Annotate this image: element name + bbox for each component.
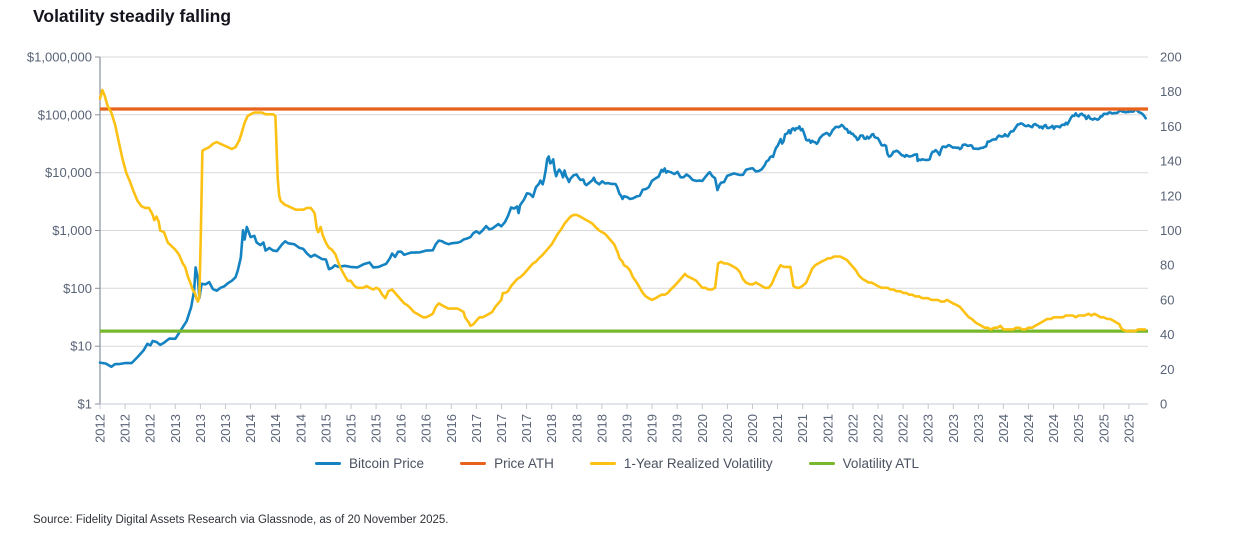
y-left-tick-label: $1 [78, 397, 92, 412]
legend-label-volatility-atl: Volatility ATL [842, 456, 919, 471]
x-tick-label: 2017 [469, 414, 484, 443]
x-tick-label: 2025 [1096, 414, 1111, 443]
legend-item-price-ath: Price ATH [460, 456, 554, 471]
x-tick-label: 2023 [946, 414, 961, 443]
y-left-tick-label: $10 [70, 339, 92, 354]
x-tick-label: 2015 [344, 414, 359, 443]
x-tick-label: 2012 [93, 414, 108, 443]
y-right-tick-label: 120 [1160, 188, 1182, 203]
y-left-tick-label: $1,000 [52, 223, 92, 238]
legend-swatch-price-ath [460, 461, 487, 466]
legend-swatch-1-year-realized-volatility [589, 461, 616, 466]
x-tick-label: 2018 [544, 414, 559, 443]
x-tick-label: 2020 [695, 414, 710, 443]
legend-label-bitcoin-price: Bitcoin Price [349, 456, 425, 471]
series-1-year-realized-volatility [98, 88, 1147, 333]
x-tick-label: 2024 [1046, 414, 1061, 443]
x-tick-label: 2016 [419, 414, 434, 443]
chart-legend: Bitcoin Price Price ATH 1-Year Realized Vo… [0, 456, 1234, 471]
y-right-tick-label: 0 [1160, 397, 1167, 412]
x-tick-label: 2017 [519, 414, 534, 443]
x-tick-label: 2018 [569, 414, 584, 443]
y-left-tick-label: $100,000 [38, 107, 92, 122]
source-note: Source: Fidelity Digital Assets Research… [33, 514, 449, 526]
x-tick-label: 2019 [645, 414, 660, 443]
legend-swatch-volatility-atl [808, 461, 835, 466]
x-tick-label: 2019 [670, 414, 685, 443]
x-tick-label: 2013 [193, 414, 208, 443]
chart-title: Volatility steadily falling [33, 6, 232, 26]
x-tick-label: 2014 [268, 414, 283, 443]
x-tick-label: 2016 [394, 414, 409, 443]
x-tick-label: 2017 [494, 414, 509, 443]
x-tick-label: 2024 [996, 414, 1011, 443]
x-tick-label: 2020 [745, 414, 760, 443]
x-tick-label: 2014 [243, 414, 258, 443]
series-bitcoin-price [98, 108, 1147, 369]
legend-item-1-year-realized-volatility: 1-Year Realized Volatility [589, 456, 773, 471]
y-right-tick-label: 20 [1160, 362, 1174, 377]
y-right-tick-label: 140 [1160, 154, 1182, 169]
x-tick-label: 2013 [218, 414, 233, 443]
x-tick-label: 2022 [896, 414, 911, 443]
x-tick-label: 2012 [143, 414, 158, 443]
x-tick-label: 2015 [369, 414, 384, 443]
x-tick-label: 2022 [845, 414, 860, 443]
x-tick-label: 2019 [620, 414, 635, 443]
x-tick-label: 2025 [1121, 414, 1136, 443]
x-tick-label: 2021 [795, 414, 810, 443]
x-tick-label: 2015 [318, 414, 333, 443]
x-tick-label: 2023 [921, 414, 936, 443]
y-left-tick-label: $10,000 [45, 165, 92, 180]
x-tick-label: 2016 [444, 414, 459, 443]
x-tick-label: 2022 [871, 414, 886, 443]
x-tick-label: 2018 [594, 414, 609, 443]
y-right-tick-label: 80 [1160, 258, 1174, 273]
x-tick-label: 2021 [820, 414, 835, 443]
y-right-tick-label: 160 [1160, 119, 1182, 134]
legend-label-price-ath: Price ATH [494, 456, 554, 471]
x-tick-label: 2021 [770, 414, 785, 443]
y-right-tick-label: 40 [1160, 327, 1174, 342]
y-left-tick-label: $100 [63, 281, 92, 296]
legend-item-volatility-atl: Volatility ATL [808, 456, 919, 471]
x-tick-label: 2014 [293, 414, 308, 443]
legend-item-bitcoin-price: Bitcoin Price [315, 456, 424, 471]
x-tick-label: 2020 [720, 414, 735, 443]
x-tick-label: 2023 [971, 414, 986, 443]
y-right-tick-label: 60 [1160, 292, 1174, 307]
y-right-tick-label: 180 [1160, 84, 1182, 99]
x-tick-label: 2013 [168, 414, 183, 443]
x-tick-label: 2025 [1071, 414, 1086, 443]
y-right-tick-label: 200 [1160, 50, 1182, 65]
y-left-tick-label: $1,000,000 [27, 50, 92, 65]
legend-swatch-bitcoin-price [315, 461, 342, 466]
y-right-tick-label: 100 [1160, 223, 1182, 238]
legend-label-1-year-realized-volatility: 1-Year Realized Volatility [623, 456, 773, 471]
x-tick-label: 2024 [1021, 414, 1036, 443]
x-tick-label: 2012 [118, 414, 133, 443]
